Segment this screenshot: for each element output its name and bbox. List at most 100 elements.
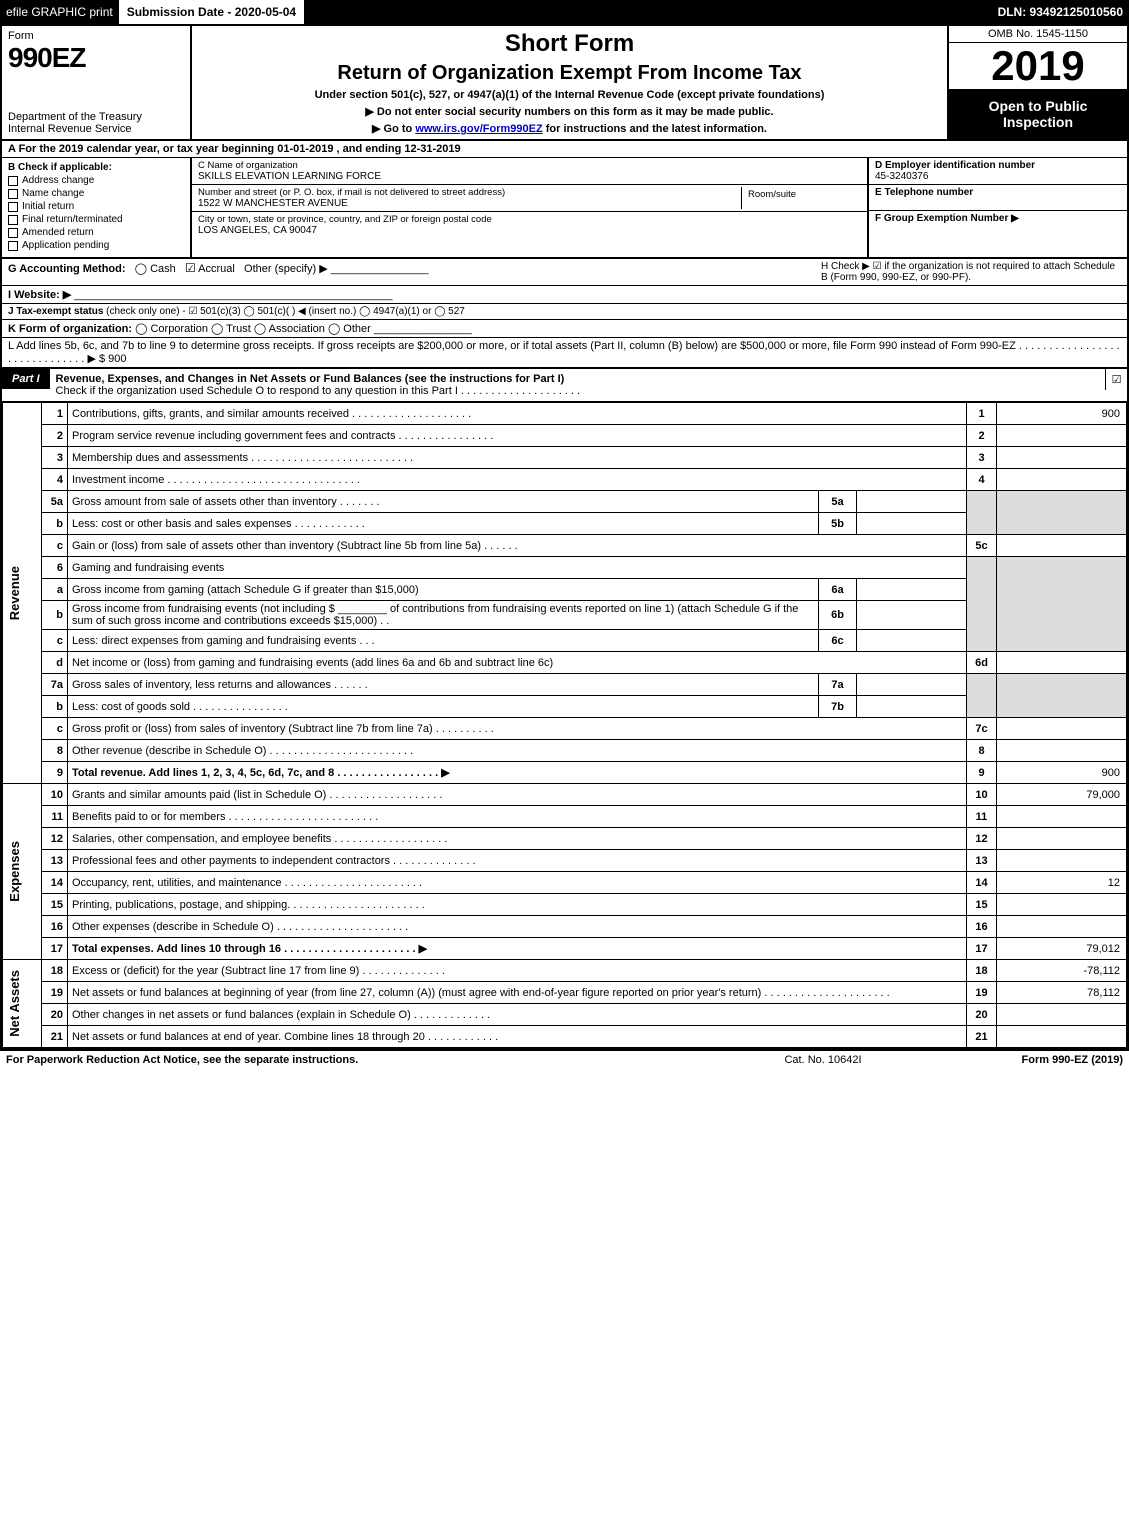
cell-ein: D Employer identification number 45-3240… (869, 158, 1127, 185)
num: 9 (967, 762, 997, 784)
table-row: a Gross income from gaming (attach Sched… (3, 579, 1127, 601)
line-a-begin: 01-01-2019 (277, 143, 333, 155)
chk-application-pending[interactable]: Application pending (8, 240, 184, 251)
subnum: 7b (819, 696, 857, 718)
header-middle: Short Form Return of Organization Exempt… (192, 26, 947, 139)
k-label: K Form of organization: (8, 323, 132, 335)
desc: Net income or (loss) from gaming and fun… (68, 652, 967, 674)
part-i-header: Part I Revenue, Expenses, and Changes in… (2, 369, 1127, 402)
chk-pend-label: Application pending (22, 240, 109, 251)
amt (997, 469, 1127, 491)
ln: 1 (42, 403, 68, 425)
bcdef-block: B Check if applicable: Address change Na… (2, 158, 1127, 259)
table-row: Revenue 1 Contributions, gifts, grants, … (3, 403, 1127, 425)
desc: Grants and similar amounts paid (list in… (68, 784, 967, 806)
num-grey (967, 491, 997, 535)
ein-value: 45-3240376 (875, 171, 1121, 182)
checkbox-icon (8, 228, 18, 238)
omb-number: OMB No. 1545-1150 (949, 26, 1127, 43)
ln: 17 (42, 938, 68, 960)
subtitle: Under section 501(c), 527, or 4947(a)(1)… (198, 89, 941, 101)
room-suite: Room/suite (741, 187, 861, 209)
b-label: B Check if applicable: (8, 162, 184, 173)
d-label-text: D Employer identification number (875, 160, 1035, 171)
part-i-tab: Part I (2, 369, 50, 389)
subnum: 6b (819, 601, 857, 630)
num-grey (967, 557, 997, 652)
checkbox-icon (8, 189, 18, 199)
check-icon: ☑ (185, 261, 196, 275)
submission-date: Submission Date - 2020-05-04 (121, 0, 304, 24)
chk-initial-return[interactable]: Initial return (8, 201, 184, 212)
table-row: 13 Professional fees and other payments … (3, 850, 1127, 872)
top-bar: efile GRAPHIC print Submission Date - 20… (0, 0, 1129, 24)
ln: 14 (42, 872, 68, 894)
ln: 21 (42, 1026, 68, 1048)
line-a: A For the 2019 calendar year, or tax yea… (2, 141, 1127, 158)
ln: c (42, 630, 68, 652)
desc: Net assets or fund balances at end of ye… (68, 1026, 967, 1048)
part-i-checkbox[interactable]: ☑ (1105, 369, 1127, 390)
irs-label: Internal Revenue Service (8, 123, 184, 135)
amt: 79,012 (997, 938, 1127, 960)
ln: 16 (42, 916, 68, 938)
part-i-sub: Check if the organization used Schedule … (56, 385, 581, 397)
checkbox-icon (8, 241, 18, 251)
table-row: Net Assets 18 Excess or (deficit) for th… (3, 960, 1127, 982)
amt (997, 535, 1127, 557)
ln: 19 (42, 982, 68, 1004)
desc: Less: cost or other basis and sales expe… (68, 513, 819, 535)
line-a-mid: , and ending (333, 143, 404, 155)
ln: 4 (42, 469, 68, 491)
table-row: d Net income or (loss) from gaming and f… (3, 652, 1127, 674)
desc: Gain or (loss) from sale of assets other… (68, 535, 967, 557)
amt (997, 850, 1127, 872)
amt (997, 652, 1127, 674)
j-label: J Tax-exempt status (8, 306, 103, 317)
irs-link[interactable]: www.irs.gov/Form990EZ (415, 123, 542, 135)
line-a-end: 12-31-2019 (404, 143, 460, 155)
line-l: L Add lines 5b, 6c, and 7b to line 9 to … (2, 338, 1127, 369)
amt (997, 894, 1127, 916)
desc: Occupancy, rent, utilities, and maintena… (68, 872, 967, 894)
form-number: 990EZ (8, 42, 184, 74)
chk-address-change[interactable]: Address change (8, 175, 184, 186)
ln: 11 (42, 806, 68, 828)
tax-year: 2019 (949, 43, 1127, 89)
g-cash[interactable]: Cash (150, 263, 176, 275)
r6b-desc1: Gross income from fundraising events (no… (72, 603, 335, 615)
desc: Total expenses. Add lines 10 through 16 … (68, 938, 967, 960)
num: 5c (967, 535, 997, 557)
f-label-text: F Group Exemption Number ▶ (875, 213, 1019, 224)
table-row: 11 Benefits paid to or for members . . .… (3, 806, 1127, 828)
b-label-text: B Check if applicable: (8, 162, 112, 173)
g-other[interactable]: Other (specify) ▶ (244, 263, 328, 275)
f-label: F Group Exemption Number ▶ (875, 213, 1121, 224)
amt (997, 447, 1127, 469)
desc: Other changes in net assets or fund bala… (68, 1004, 967, 1026)
cell-city: City or town, state or province, country… (192, 212, 867, 257)
desc: Professional fees and other payments to … (68, 850, 967, 872)
table-row: 16 Other expenses (describe in Schedule … (3, 916, 1127, 938)
desc: Other expenses (describe in Schedule O) … (68, 916, 967, 938)
num: 13 (967, 850, 997, 872)
g-accrual[interactable]: Accrual (198, 263, 235, 275)
r17-desc: Total expenses. Add lines 10 through 16 … (72, 943, 427, 955)
desc: Less: cost of goods sold . . . . . . . .… (68, 696, 819, 718)
desc: Gross income from gaming (attach Schedul… (68, 579, 819, 601)
part-i-title: Revenue, Expenses, and Changes in Net As… (50, 369, 1105, 401)
org-name: SKILLS ELEVATION LEARNING FORCE (198, 171, 861, 182)
title-return: Return of Organization Exempt From Incom… (198, 62, 941, 85)
chk-name-change[interactable]: Name change (8, 188, 184, 199)
cell-group-exemption: F Group Exemption Number ▶ (869, 211, 1127, 257)
desc: Benefits paid to or for members . . . . … (68, 806, 967, 828)
table-row: b Less: cost of goods sold . . . . . . .… (3, 696, 1127, 718)
num: 17 (967, 938, 997, 960)
ln: 15 (42, 894, 68, 916)
chk-amended-return[interactable]: Amended return (8, 227, 184, 238)
ln: 5a (42, 491, 68, 513)
column-c: C Name of organization SKILLS ELEVATION … (192, 158, 867, 257)
checkbox-icon (8, 202, 18, 212)
chk-final-return[interactable]: Final return/terminated (8, 214, 184, 225)
num: 19 (967, 982, 997, 1004)
